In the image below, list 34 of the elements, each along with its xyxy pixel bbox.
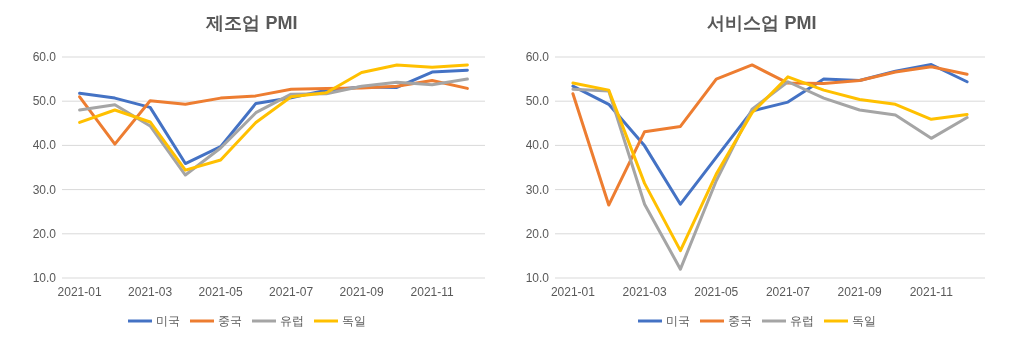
x-tick-label: 2021-07 (765, 285, 811, 299)
x-tick-label: 2021-01 (550, 285, 596, 299)
y-tick-label: 10.0 (32, 271, 57, 285)
x-tick-label: 2021-01 (57, 285, 102, 299)
y-tick-label: 10.0 (525, 271, 550, 285)
y-tick-label: 30.0 (525, 182, 550, 197)
y-tick-label: 40.0 (525, 138, 550, 153)
y-tick-label: 20.0 (32, 226, 57, 241)
x-tick-label: 2021-03 (622, 285, 667, 299)
chart-title: 제조업 PMI (205, 13, 298, 33)
x-tick-label: 2021-09 (837, 285, 882, 299)
x-tick-label: 2021-03 (128, 285, 173, 299)
x-tick-label: 2021-09 (339, 285, 384, 299)
legend-label: 중국 (728, 314, 752, 328)
x-tick-label: 2021-11 (410, 285, 455, 299)
y-tick-label: 60.0 (525, 50, 550, 64)
y-tick-label: 20.0 (525, 226, 550, 241)
chart-title: 서비스업 PMI (707, 13, 817, 33)
y-tick-label: 40.0 (32, 138, 57, 153)
y-tick-label: 50.0 (32, 94, 57, 109)
legend-label: 독일 (852, 314, 876, 328)
y-tick-label: 30.0 (32, 182, 57, 197)
x-tick-label: 2021-05 (694, 285, 739, 299)
y-tick-label: 50.0 (525, 94, 550, 109)
legend-label: 유럽 (280, 314, 304, 328)
legend-label: 미국 (666, 314, 690, 328)
legend-label: 중국 (218, 314, 242, 328)
x-tick-label: 2021-07 (269, 285, 314, 299)
legend-label: 유럽 (790, 314, 814, 328)
legend-label: 독일 (342, 314, 366, 328)
x-tick-label: 2021-05 (198, 285, 243, 299)
legend-label: 미국 (156, 314, 180, 328)
x-tick-label: 2021-11 (909, 285, 954, 299)
y-tick-label: 60.0 (32, 50, 57, 64)
